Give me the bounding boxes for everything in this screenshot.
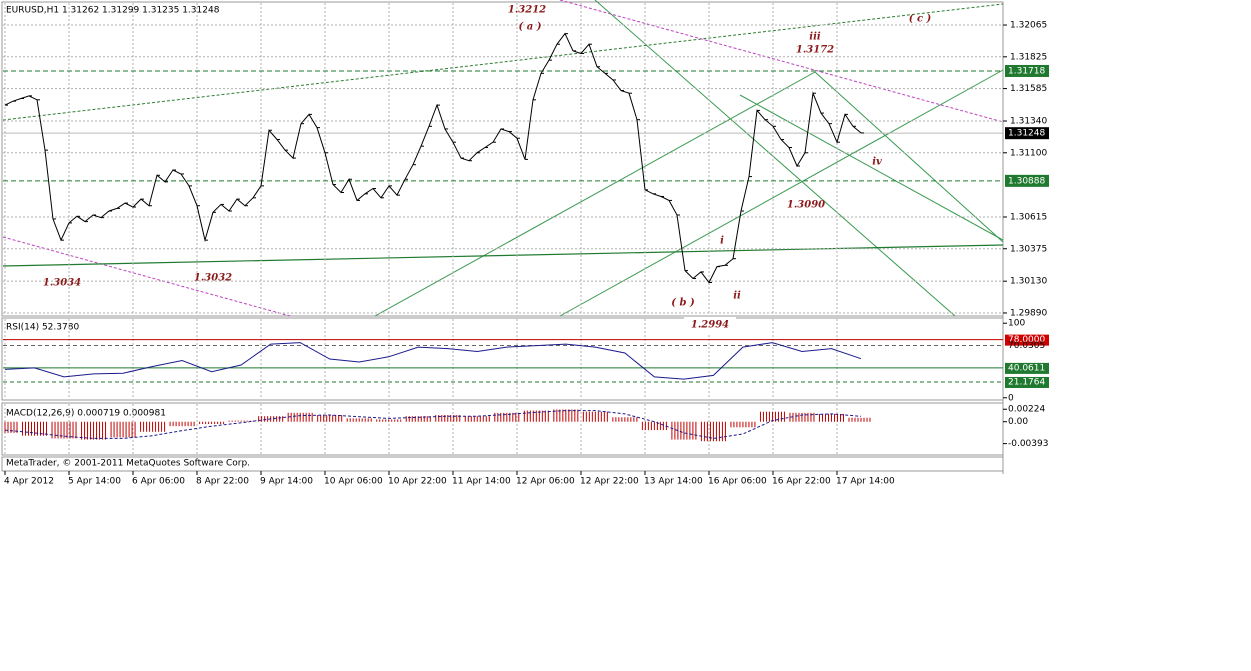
trendline bbox=[374, 71, 816, 317]
y-tick-label: 1.31340 bbox=[1010, 117, 1047, 127]
wave-annotation: 1.3034 bbox=[43, 278, 81, 289]
wave-annotation: ( b ) bbox=[671, 298, 695, 309]
price-label: 1.30888 bbox=[1008, 176, 1045, 186]
x-tick-label: 9 Apr 14:00 bbox=[260, 477, 313, 487]
y-tick-label: 1.31585 bbox=[1010, 84, 1047, 94]
trendline bbox=[559, 0, 1004, 123]
wave-annotation: iii bbox=[809, 32, 821, 43]
symbol-header: EURUSD,H1 1.31262 1.31299 1.31235 1.3124… bbox=[6, 6, 220, 16]
footer: MetaTrader, © 2001-2011 MetaQuotes Softw… bbox=[6, 459, 250, 469]
x-tick-label: 12 Apr 06:00 bbox=[516, 477, 575, 487]
y-tick-label: 100 bbox=[1008, 319, 1025, 329]
price-label-box bbox=[1005, 174, 1049, 187]
wave-annotation: 1.3032 bbox=[194, 273, 232, 284]
price-label: 1.31248 bbox=[1008, 129, 1045, 139]
level-label: 70.0305 bbox=[1008, 341, 1045, 351]
wave-annotation: ( c ) bbox=[909, 14, 932, 25]
wave-annotation: ii bbox=[733, 291, 741, 302]
x-tick-label: 4 Apr 2012 bbox=[4, 477, 54, 487]
rsi-panel bbox=[1, 317, 1004, 401]
rsi-line bbox=[4, 342, 862, 380]
x-tick-label: 16 Apr 06:00 bbox=[708, 477, 767, 487]
trendline bbox=[814, 71, 1004, 243]
wave-annotation: i bbox=[720, 236, 724, 247]
x-tick-label: 10 Apr 22:00 bbox=[388, 477, 447, 487]
annotation-box bbox=[684, 317, 736, 333]
wave-annotation: ( a ) bbox=[519, 22, 542, 33]
rsi-title: RSI(14) 52.3780 bbox=[6, 323, 79, 333]
x-tick-label: 5 Apr 14:00 bbox=[68, 477, 121, 487]
macd-signal bbox=[4, 410, 862, 439]
level-label-box bbox=[1005, 334, 1049, 346]
y-tick-label: 1.30615 bbox=[1010, 212, 1047, 222]
x-tick-label: 11 Apr 14:00 bbox=[452, 477, 511, 487]
level-label: 40.0611 bbox=[1008, 363, 1045, 373]
y-tick-label: 1.30375 bbox=[1010, 244, 1047, 254]
wave-annotation: 1.3090 bbox=[787, 200, 825, 211]
trendline bbox=[2, 3, 1004, 121]
wave-annotation: 1.2994 bbox=[691, 320, 729, 331]
x-tick-label: 10 Apr 06:00 bbox=[324, 477, 383, 487]
y-tick-label: 1.30130 bbox=[1010, 277, 1047, 287]
macd-title: MACD(12,26,9) 0.000719 0.000981 bbox=[6, 409, 166, 419]
wave-annotation: iv bbox=[872, 157, 882, 168]
trendline bbox=[2, 236, 291, 317]
y-tick-label: 1.31100 bbox=[1010, 148, 1047, 158]
y-tick-label: 0 bbox=[1008, 393, 1014, 403]
price-label: 1.31718 bbox=[1008, 66, 1045, 76]
x-tick-label: 13 Apr 14:00 bbox=[644, 477, 703, 487]
trendlines bbox=[2, 0, 1004, 317]
x-tick-label: 8 Apr 22:00 bbox=[196, 477, 249, 487]
x-tick-label: 12 Apr 22:00 bbox=[580, 477, 639, 487]
wave-annotation: 1.3172 bbox=[796, 45, 834, 56]
y-tick-label: 1.32065 bbox=[1010, 21, 1047, 31]
price-label-box bbox=[1005, 127, 1049, 140]
price-label-box bbox=[1005, 64, 1049, 77]
y-tick-label: 1.29890 bbox=[1010, 308, 1047, 318]
y-tick-label: 0.00224 bbox=[1008, 405, 1045, 415]
y-tick-label: -0.00393 bbox=[1008, 439, 1048, 449]
price-panel bbox=[1, 1, 1004, 317]
x-tick-label: 17 Apr 14:00 bbox=[836, 477, 895, 487]
trendline bbox=[594, 0, 956, 317]
trendline bbox=[2, 244, 1004, 267]
trendline bbox=[739, 94, 1004, 241]
level-label-box bbox=[1005, 362, 1049, 374]
y-tick-label: 1.31825 bbox=[1010, 52, 1047, 62]
level-label: 21.1764 bbox=[1008, 377, 1045, 387]
trendline bbox=[559, 69, 1004, 317]
level-label: 78.0000 bbox=[1008, 335, 1045, 345]
wave-annotation: 1.3212 bbox=[508, 5, 546, 16]
level-label-box bbox=[1005, 376, 1049, 388]
x-tick-label: 6 Apr 06:00 bbox=[132, 477, 185, 487]
y-tick-label: 0.00 bbox=[1008, 417, 1028, 427]
x-tick-label: 16 Apr 22:00 bbox=[772, 477, 831, 487]
